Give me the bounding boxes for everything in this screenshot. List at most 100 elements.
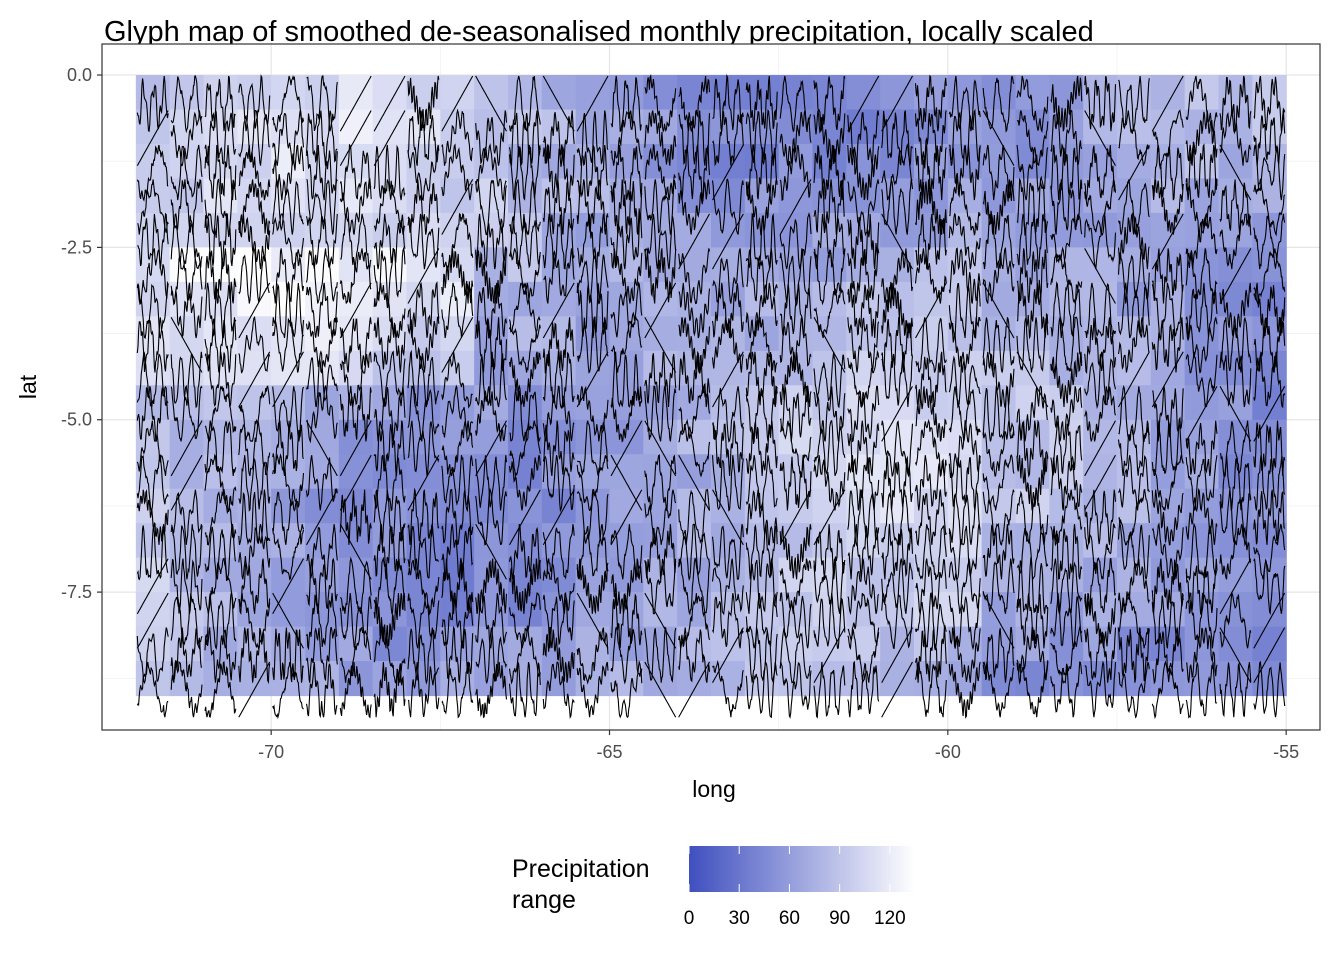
glyph-line — [1219, 179, 1252, 235]
glyph-line — [373, 489, 406, 545]
glyph-line — [272, 420, 304, 476]
glyph-line — [170, 317, 203, 373]
glyph-line — [847, 144, 880, 201]
glyph-line — [136, 144, 169, 202]
glyph-line — [1050, 489, 1083, 547]
glyph-line — [204, 420, 237, 476]
glyph-line — [745, 592, 778, 649]
glyph-line — [745, 351, 778, 408]
precipitation-tile — [643, 178, 678, 214]
glyph-line — [745, 385, 778, 443]
glyph-line — [238, 455, 271, 512]
precipitation-tile — [338, 661, 374, 697]
glyph-line — [881, 420, 914, 478]
glyph-line — [407, 248, 440, 304]
glyph-line — [1117, 558, 1150, 615]
glyph-line — [509, 420, 541, 477]
glyph-line — [745, 627, 778, 683]
precipitation-glyphs — [136, 73, 1286, 720]
glyph-line — [1219, 75, 1252, 134]
x-axis-title: long — [692, 776, 735, 802]
glyph-line — [982, 524, 1015, 580]
glyph-line — [136, 280, 169, 340]
glyph-line — [508, 110, 541, 166]
glyph-line — [644, 351, 677, 408]
precipitation-tile — [1083, 143, 1118, 180]
glyph-line — [1219, 627, 1252, 683]
glyph-line — [678, 248, 711, 305]
glyph-line — [813, 282, 846, 339]
glyph-line — [847, 179, 880, 237]
precipitation-tile — [169, 212, 205, 248]
precipitation-tile — [508, 385, 543, 421]
glyph-line — [1185, 248, 1218, 305]
glyph-line — [1185, 420, 1218, 476]
glyph-line — [678, 143, 711, 202]
glyph-line — [1151, 522, 1184, 580]
precipitation-tile — [1083, 454, 1118, 490]
glyph-line — [1050, 625, 1083, 684]
glyph-line — [1117, 179, 1150, 235]
glyph-line — [170, 660, 203, 718]
legend-tick-label: 0 — [684, 908, 695, 929]
glyph-line — [644, 454, 677, 512]
precipitation-tile — [846, 350, 881, 386]
glyph-line — [881, 248, 914, 306]
glyph-line — [1118, 110, 1150, 166]
glyph-line — [170, 212, 203, 270]
precipitation-tile — [271, 488, 306, 524]
glyph-line — [1151, 75, 1184, 132]
glyph-line — [272, 75, 305, 133]
precipitation-tile — [880, 661, 915, 697]
precipitation-tile — [1117, 143, 1152, 180]
glyph-line — [373, 455, 406, 512]
glyph-line — [813, 144, 846, 201]
glyph-line — [305, 248, 338, 304]
glyph-line — [475, 420, 507, 477]
glyph-line — [407, 662, 440, 718]
glyph-line — [779, 489, 812, 546]
glyph-line — [136, 317, 169, 373]
glyph-line — [1219, 661, 1252, 718]
glyph-line — [576, 351, 609, 408]
glyph-line — [1219, 455, 1252, 511]
glyph-line — [712, 110, 744, 167]
precipitation-tile — [305, 75, 340, 111]
glyph-line — [847, 385, 880, 443]
glyph-line — [779, 524, 812, 580]
glyph-line — [136, 558, 169, 615]
glyph-line — [610, 110, 643, 166]
glyph-line — [1016, 455, 1049, 511]
glyph-line — [1185, 317, 1218, 374]
glyph-line — [576, 558, 609, 615]
glyph-line — [373, 282, 406, 339]
glyph-line — [881, 489, 913, 546]
glyph-line — [1151, 420, 1184, 477]
glyph-line — [1016, 419, 1049, 478]
glyph-line — [441, 143, 473, 201]
glyph-line — [847, 248, 880, 304]
glyph-line — [339, 248, 372, 305]
glyph-line — [948, 592, 981, 651]
glyph-line — [170, 558, 203, 614]
glyph-line — [170, 248, 203, 304]
glyph-line — [373, 592, 406, 649]
precipitation-tile — [575, 350, 611, 386]
glyph-line — [306, 557, 338, 614]
glyph-line — [779, 385, 812, 442]
y-tick-label: -7.5 — [61, 582, 92, 602]
glyph-line — [1117, 627, 1150, 683]
glyph-line — [745, 489, 778, 546]
glyph-line — [678, 454, 710, 511]
glyph-line — [508, 558, 541, 614]
precipitation-tile — [575, 523, 611, 559]
legend-tick-label: 90 — [829, 908, 850, 929]
glyph-line — [238, 489, 271, 546]
glyph-line — [204, 523, 237, 581]
glyph-line — [1219, 591, 1252, 649]
glyph-line — [847, 660, 880, 718]
glyph-line — [847, 349, 880, 408]
glyph-line — [339, 523, 372, 580]
glyph-line — [305, 662, 338, 719]
glyph-line — [272, 351, 304, 408]
